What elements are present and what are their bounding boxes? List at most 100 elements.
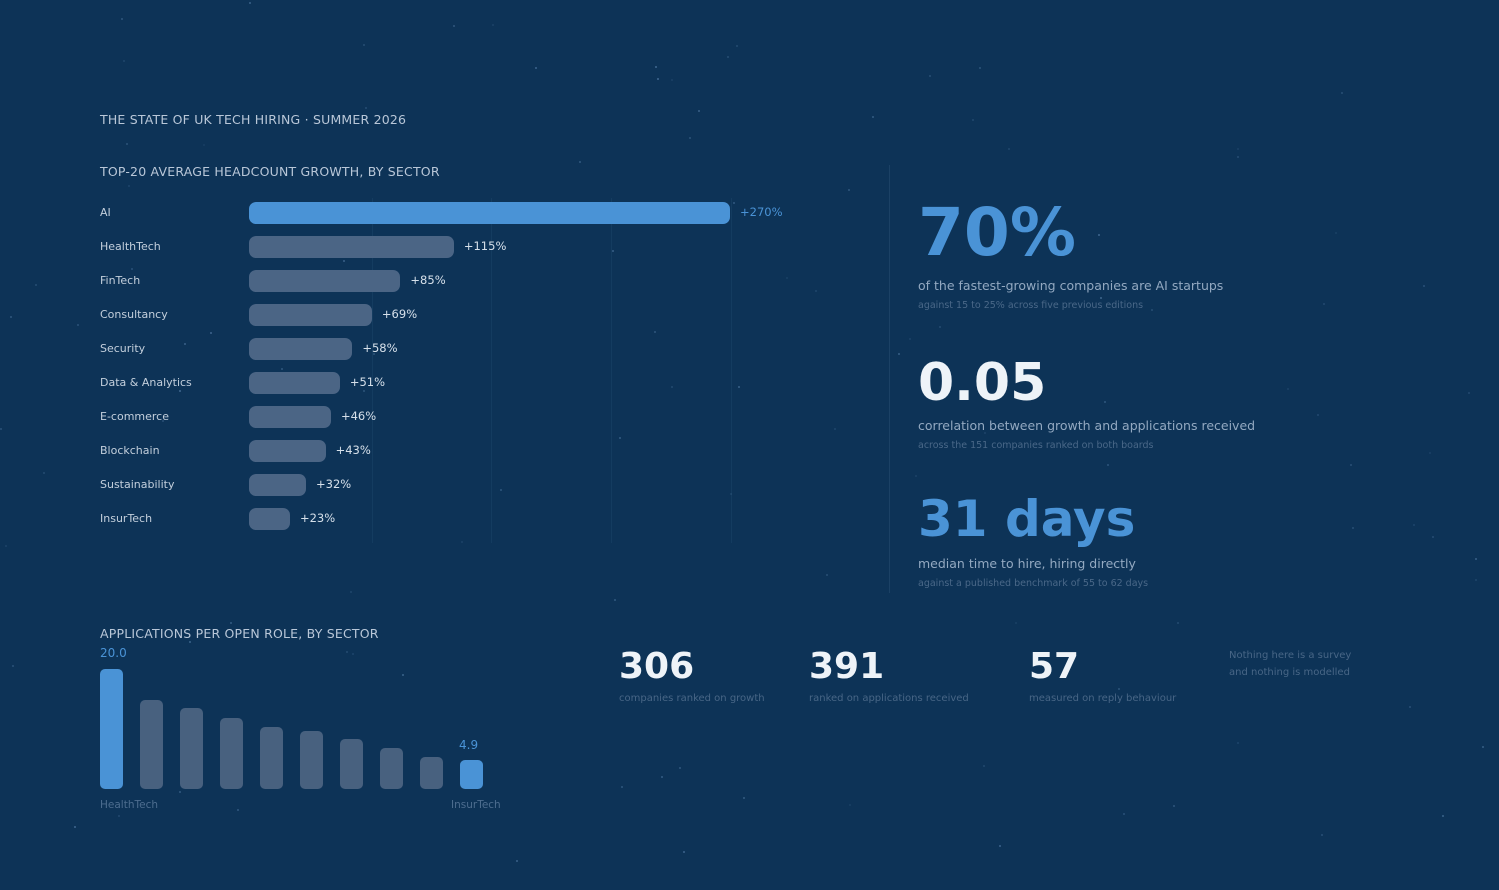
background-dot (0, 428, 2, 430)
background-dot (1237, 148, 1239, 150)
bar (140, 700, 163, 789)
background-dot (1151, 309, 1153, 311)
background-dot (492, 24, 494, 26)
background-dot (77, 324, 79, 326)
background-dot (1104, 401, 1106, 403)
background-dot (352, 653, 354, 655)
applications-last-category: InsurTech (451, 799, 501, 811)
background-dot (579, 161, 581, 163)
value-label: +58% (362, 341, 398, 355)
background-dot (453, 25, 455, 27)
background-dot (1409, 706, 1411, 708)
background-dot (915, 475, 917, 477)
bottom-stat-reply: 57 measured on reply behaviour (1029, 646, 1176, 704)
note-line: Nothing here is a survey (1229, 650, 1352, 661)
background-dot (281, 368, 283, 370)
background-dot (655, 66, 657, 68)
sector-label: Blockchain (100, 444, 160, 457)
stat-subtext: across the 151 companies ranked on both … (918, 440, 1154, 451)
background-dot (128, 185, 130, 187)
report-title: THE STATE OF UK TECH HIRING · SUMMER 202… (100, 112, 407, 127)
bar (340, 739, 363, 789)
background-dot (1113, 563, 1115, 565)
background-dot (118, 815, 120, 817)
background-dot (730, 493, 732, 495)
bar (260, 726, 283, 789)
background-dot (1350, 464, 1352, 466)
bottom-stat-value: 391 (809, 646, 885, 687)
background-dot (179, 791, 181, 793)
background-dot (1098, 234, 1100, 236)
background-dot (621, 786, 623, 788)
background-dot (727, 56, 729, 58)
sector-label: Data & Analytics (100, 376, 192, 389)
background-dot (1068, 562, 1070, 564)
background-dot (671, 79, 673, 81)
background-dot (979, 67, 981, 69)
sector-label: Security (100, 342, 146, 355)
background-dot (535, 67, 537, 69)
applications-chart (0, 0, 600, 890)
value-label: +23% (299, 511, 336, 525)
bar (460, 759, 483, 789)
bar (420, 757, 443, 789)
bar (300, 731, 323, 789)
background-dot (1107, 464, 1109, 466)
background-dot (698, 110, 700, 112)
background-dot (834, 428, 836, 430)
background-dot (5, 545, 7, 547)
background-dot (249, 2, 251, 4)
bar (380, 748, 403, 789)
bar (249, 406, 331, 428)
background-dot (736, 45, 738, 47)
bar (100, 669, 123, 789)
background-dot (1475, 579, 1477, 581)
background-dot (402, 674, 404, 676)
background-dot (826, 574, 828, 576)
background-dot (939, 326, 941, 328)
background-dot (849, 804, 851, 806)
background-dot (671, 386, 673, 388)
background-dot (1100, 297, 1102, 299)
gridline (611, 198, 612, 543)
background-dot (683, 851, 685, 853)
background-dot (230, 622, 232, 624)
bottom-stat-growth: 306 companies ranked on growth (619, 646, 765, 704)
background-dot (872, 116, 874, 118)
value-label: +115% (463, 239, 507, 253)
stat-subtext: against 15 to 25% across five previous e… (918, 300, 1144, 311)
background-dot (1177, 622, 1179, 624)
methodology-note: Nothing here is a survey and nothing is … (1229, 650, 1351, 678)
value-label: +43% (335, 443, 371, 457)
background-dot (1482, 746, 1484, 748)
stat-block-time-to-hire: 31 days median time to hire, hiring dire… (918, 488, 1148, 589)
background-dot (1442, 815, 1444, 817)
bottom-stat-description: measured on reply behaviour (1029, 693, 1177, 704)
background-dot (363, 390, 365, 392)
background-dot (350, 591, 352, 593)
background-dot (43, 472, 45, 474)
bottom-stat-value: 306 (619, 646, 695, 687)
background-dot (984, 432, 986, 434)
background-dot (1352, 527, 1354, 529)
background-dot (1317, 414, 1319, 416)
background-dot (1173, 805, 1175, 807)
background-dot (1008, 148, 1010, 150)
bottom-stat-applications: 391 ranked on applications received (809, 646, 969, 704)
background-dot (1015, 622, 1017, 624)
stat-description: correlation between growth and applicati… (918, 418, 1256, 433)
background-dot (1237, 742, 1239, 744)
background-dot (365, 107, 367, 109)
background-dot (657, 78, 659, 80)
background-dot (203, 144, 205, 146)
background-dot (1078, 517, 1080, 519)
applications-chart-title: APPLICATIONS PER OPEN ROLE, BY SECTOR (100, 626, 379, 641)
background-dot (346, 651, 348, 653)
background-dot (1237, 156, 1239, 158)
background-dot (983, 765, 985, 767)
value-label: +69% (381, 307, 418, 321)
background-dot (654, 331, 656, 333)
background-dot (461, 541, 463, 543)
headcount-chart-title: TOP-20 AVERAGE HEADCOUNT GROWTH, BY SECT… (100, 164, 440, 179)
